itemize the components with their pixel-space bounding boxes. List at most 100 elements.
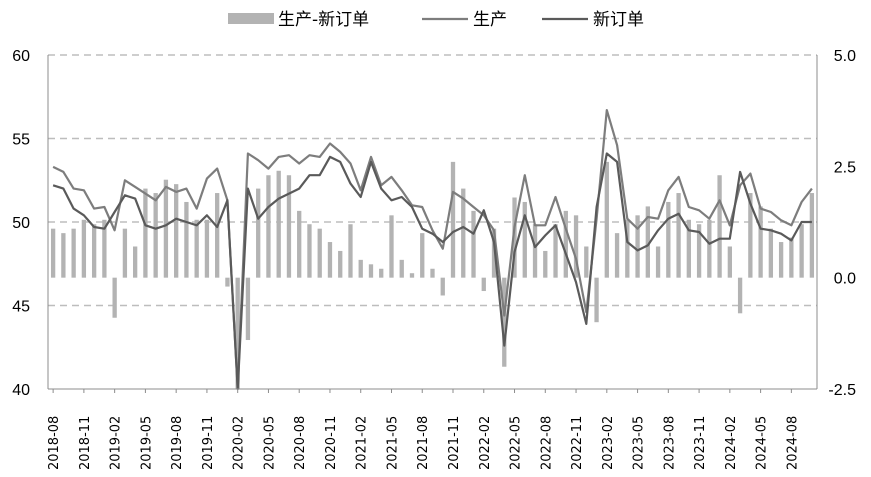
bar-2020-02 <box>235 277 240 389</box>
bar-2019-05 <box>143 188 148 278</box>
bar-2020-03 <box>245 277 251 341</box>
bar-2021-05 <box>389 215 394 278</box>
y-left-tick-label: 40 <box>12 382 30 399</box>
legend: 生产-新订单 生产 新订单 <box>228 10 644 30</box>
y-left-tick-label: 60 <box>12 48 30 65</box>
x-tick-label-2024-08: 2024-08 <box>785 416 800 470</box>
bar-2024-05 <box>758 206 763 278</box>
bar-2023-04 <box>625 219 630 278</box>
x-tick-label-2023-11: 2023-11 <box>693 416 708 470</box>
x-tick-label-2018-11: 2018-11 <box>78 416 93 470</box>
bar-2019-03 <box>122 228 128 278</box>
bar-2019-01 <box>102 219 107 278</box>
bar-2022-12 <box>584 246 589 278</box>
bar-2022-06 <box>522 201 527 278</box>
bar-2020-07 <box>286 175 292 278</box>
bar-2023-12 <box>707 219 712 278</box>
y-left-tick-label: 45 <box>12 299 30 316</box>
bar-2022-05 <box>512 197 517 278</box>
x-tick-label-2022-05: 2022-05 <box>509 416 524 470</box>
bar-2022-11 <box>573 215 579 278</box>
x-tick-label-2019-05: 2019-05 <box>139 416 154 470</box>
bar-2018-12 <box>91 224 97 278</box>
bar-2019-07 <box>163 179 169 278</box>
y-right-tick-label: 0.0 <box>834 271 856 288</box>
bar-2022-08 <box>543 250 548 278</box>
bar-2018-11 <box>81 219 87 278</box>
bar-2018-08 <box>50 228 56 278</box>
bar-2022-02 <box>481 277 486 292</box>
bar-2019-11 <box>204 219 210 278</box>
x-tick-label-2021-08: 2021-08 <box>416 416 431 470</box>
bar-2024-09 <box>799 224 804 278</box>
bar-2024-07 <box>778 242 784 278</box>
bar-2023-09 <box>676 193 681 278</box>
bar-2021-11 <box>450 161 456 278</box>
bar-2020-12 <box>338 250 343 278</box>
bar-2024-03 <box>737 277 743 314</box>
x-tick-label-2019-08: 2019-08 <box>170 416 185 470</box>
bar-2021-09 <box>430 268 435 278</box>
x-tick-label-2023-02: 2023-02 <box>601 416 616 470</box>
bar-2023-03 <box>614 233 620 278</box>
bar-2022-04 <box>502 277 507 367</box>
x-tick-label-2020-02: 2020-02 <box>232 416 247 470</box>
x-tick-label-2021-02: 2021-02 <box>355 416 370 470</box>
bar-2023-05 <box>635 215 640 278</box>
bar-2022-10 <box>563 210 568 278</box>
bar-2018-10 <box>71 228 76 278</box>
legend-new-orders-label: 新订单 <box>593 10 644 30</box>
x-tick-label-2023-05: 2023-05 <box>632 416 647 470</box>
legend-production-label: 生产 <box>473 10 507 30</box>
bar-2019-02 <box>112 277 117 318</box>
x-tick-label-2019-02: 2019-02 <box>109 416 124 470</box>
legend-bar-swatch <box>228 13 274 24</box>
bar-2024-01 <box>717 175 722 278</box>
bar-2023-06 <box>645 206 650 278</box>
x-tick-label-2022-11: 2022-11 <box>570 416 585 470</box>
y-right-tick-label: 2.5 <box>834 159 856 176</box>
bar-2023-01 <box>594 277 599 323</box>
bar-2020-04 <box>256 188 261 278</box>
x-tick-label-2024-02: 2024-02 <box>724 416 739 470</box>
bar-2021-07 <box>409 273 415 278</box>
x-tick-label-2018-08: 2018-08 <box>47 416 62 470</box>
bar-2022-09 <box>553 224 558 278</box>
x-tick-label-2024-05: 2024-05 <box>755 416 770 470</box>
bar-2023-02 <box>604 161 609 278</box>
bar-2024-06 <box>768 228 774 278</box>
line-new-orders <box>52 152 812 391</box>
bar-2023-08 <box>666 201 671 278</box>
y-axis-right: 5.0 2.5 0.0 -2.5 <box>828 48 856 399</box>
y-right-tick-label: -2.5 <box>828 382 856 399</box>
x-tick-label-2020-05: 2020-05 <box>262 416 277 470</box>
bar-2021-02 <box>358 259 363 278</box>
bar-2024-02 <box>727 246 732 278</box>
gridlines <box>48 54 817 307</box>
x-tick-label-2021-11: 2021-11 <box>447 416 462 470</box>
bar-2020-08 <box>297 210 302 278</box>
bar-2019-04 <box>133 246 138 278</box>
bar-2022-07 <box>532 224 538 278</box>
line-production <box>52 108 813 391</box>
bar-2019-10 <box>194 219 199 278</box>
x-tick-label-2019-11: 2019-11 <box>201 416 216 470</box>
bar-2021-06 <box>399 259 404 278</box>
bar-2020-11 <box>327 242 333 278</box>
bar-2020-09 <box>307 224 312 278</box>
bar-2021-04 <box>379 268 384 278</box>
series-lines <box>52 108 813 391</box>
bar-2022-01 <box>471 210 476 278</box>
bar-2019-06 <box>153 193 158 278</box>
bar-2020-01 <box>225 277 230 287</box>
bar-2024-10 <box>809 193 815 278</box>
bar-2019-09 <box>184 201 189 278</box>
bar-2023-10 <box>686 219 691 278</box>
bar-2021-08 <box>420 233 425 278</box>
x-axis: 2018-08 2018-11 2019-02 2019-05 2019-08 2019-… <box>47 389 800 470</box>
bars-production-minus-new-orders <box>50 161 815 389</box>
bar-2021-10 <box>440 277 445 296</box>
y-left-tick-label: 50 <box>12 215 30 232</box>
x-tick-label-2021-05: 2021-05 <box>385 416 400 470</box>
